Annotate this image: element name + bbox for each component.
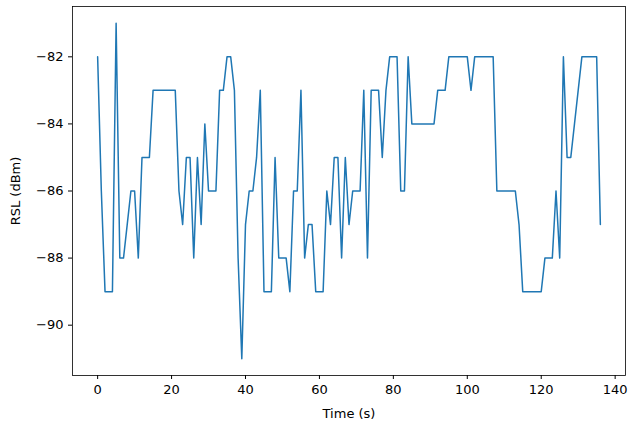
svg-text:−90: −90 [36,317,63,332]
svg-text:100: 100 [455,382,480,397]
svg-text:140: 140 [603,382,628,397]
svg-text:−82: −82 [36,49,63,64]
svg-text:0: 0 [93,382,101,397]
svg-text:40: 40 [237,382,254,397]
svg-text:−88: −88 [36,250,63,265]
svg-text:20: 20 [163,382,180,397]
svg-text:−84: −84 [36,116,63,131]
svg-text:RSL (dBm): RSL (dBm) [8,157,23,226]
svg-text:Time (s): Time (s) [322,406,376,421]
svg-text:120: 120 [529,382,554,397]
svg-text:60: 60 [311,382,328,397]
svg-text:−86: −86 [36,183,63,198]
svg-text:80: 80 [385,382,402,397]
